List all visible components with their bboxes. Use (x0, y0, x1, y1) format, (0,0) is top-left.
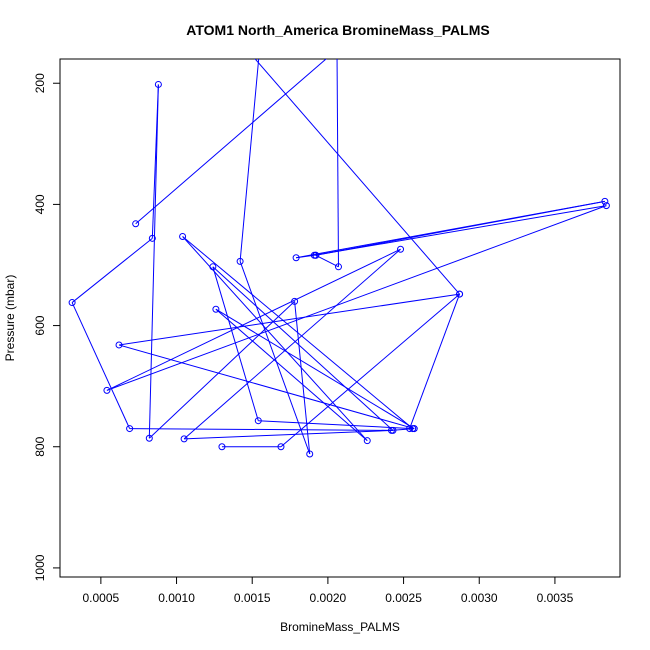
x-tick-label: 0.0015 (234, 591, 271, 605)
data-point (212, 305, 220, 313)
series-segment (336, 59, 339, 267)
data-point (154, 80, 162, 88)
data-point (126, 425, 134, 433)
data-point (387, 426, 395, 434)
data-point (406, 425, 414, 433)
series-segment (212, 266, 259, 421)
series-segment (135, 59, 327, 225)
y-tick-label: 600 (33, 315, 47, 335)
data-point (334, 44, 340, 50)
series-segment (258, 420, 413, 430)
series-segment (71, 302, 131, 429)
series-segment (118, 344, 415, 430)
x-tick-label: 0.0025 (385, 591, 422, 605)
series-segment (409, 293, 461, 429)
series-segment (106, 205, 607, 391)
data-point (277, 443, 285, 451)
y-tick-label: 1000 (33, 554, 47, 581)
series-segment (215, 308, 368, 442)
data-point (602, 202, 610, 210)
series-segment (183, 248, 401, 440)
series-segment (254, 59, 460, 295)
data-point (68, 299, 76, 307)
x-tick-label: 0.0005 (83, 591, 120, 605)
chart-title: ATOM1 North_America BromineMass_PALMS (186, 22, 489, 38)
x-axis: 0.0005 0.0010 0.0015 0.0020 0.0025 0.0030 0.00… (83, 576, 574, 605)
y-tick-label: 200 (33, 73, 47, 93)
series-segment (294, 301, 311, 455)
data-point (292, 254, 300, 262)
data-point (179, 233, 187, 241)
data-point (148, 234, 156, 242)
series-segment (71, 237, 153, 303)
data-point (236, 257, 244, 265)
series-segment (148, 84, 159, 439)
y-tick-label: 400 (33, 194, 47, 214)
series-segment (239, 261, 311, 455)
data-point (397, 245, 405, 253)
data-point (291, 297, 299, 305)
data-point (310, 251, 318, 259)
series-layer (68, 44, 610, 458)
x-tick-label: 0.0030 (461, 591, 498, 605)
series-segment (129, 428, 392, 431)
data-point (218, 443, 226, 451)
series-segment (296, 200, 605, 259)
series-segment (212, 266, 394, 431)
data-point (337, 44, 343, 50)
series-segment (315, 254, 339, 268)
y-tick-label: 800 (33, 436, 47, 456)
y-axis-label: Pressure (mbar) (3, 275, 17, 362)
data-point (601, 197, 609, 205)
y-axis: 200 400 600 800 1000 (33, 73, 61, 581)
series-segment (184, 429, 393, 440)
data-point (209, 263, 217, 271)
series-segment (106, 248, 401, 391)
x-tick-label: 0.0035 (537, 591, 574, 605)
x-axis-label: BromineMass_PALMS (280, 620, 400, 634)
series-segment (215, 308, 415, 429)
series-segment (148, 300, 295, 439)
data-point (306, 450, 314, 458)
x-tick-label: 0.0010 (158, 591, 195, 605)
data-point (410, 425, 418, 433)
data-point (363, 437, 371, 445)
data-point (257, 44, 263, 50)
series-segment (280, 293, 460, 448)
data-point (254, 417, 262, 425)
data-point (456, 290, 464, 298)
series-segment (239, 59, 260, 262)
data-point (334, 263, 342, 271)
data-point (132, 220, 140, 228)
data-point (180, 435, 188, 443)
plot-frame (59, 58, 621, 578)
data-point (145, 434, 153, 442)
series-segment (314, 205, 607, 256)
x-tick-label: 0.0020 (310, 591, 347, 605)
series-segment (151, 84, 159, 239)
data-point (115, 341, 123, 349)
series-segment (118, 293, 460, 346)
data-point (242, 44, 248, 50)
data-point (103, 386, 111, 394)
